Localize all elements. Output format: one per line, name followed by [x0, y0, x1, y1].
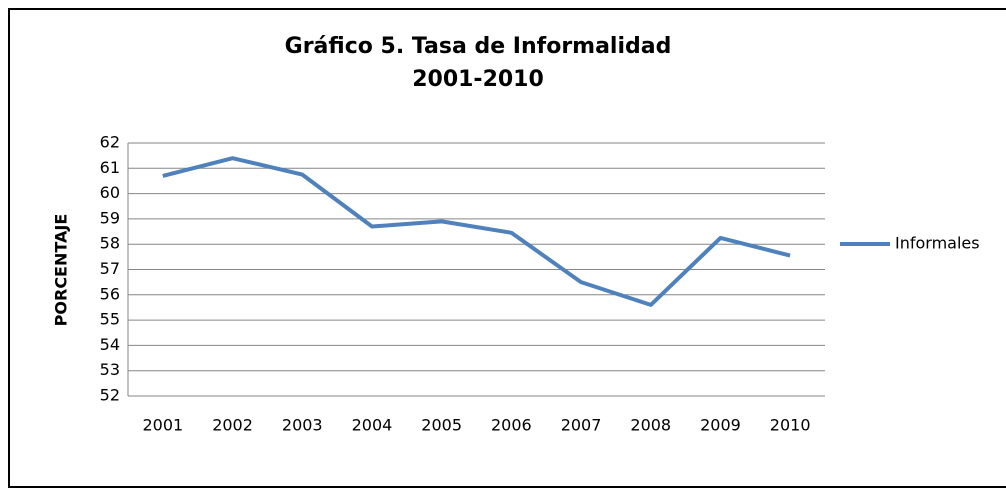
- chart-border: [8, 8, 1006, 488]
- x-tick-label: 2009: [700, 416, 741, 435]
- y-tick-label: 62: [100, 133, 120, 152]
- y-tick-label: 57: [100, 259, 120, 278]
- y-tick-label: 53: [100, 360, 120, 379]
- x-tick-label: 2003: [282, 416, 323, 435]
- x-tick-label: 2006: [491, 416, 532, 435]
- chart-subtitle: 2001-2010: [412, 67, 544, 92]
- chart-title: Gráfico 5. Tasa de Informalidad: [285, 34, 672, 59]
- y-tick-label: 58: [100, 234, 120, 253]
- x-tick-label: 2007: [561, 416, 602, 435]
- x-tick-label: 2010: [770, 416, 811, 435]
- x-tick-label: 2004: [352, 416, 393, 435]
- y-tick-label: 54: [100, 335, 120, 354]
- y-tick-label: 56: [100, 284, 120, 303]
- legend-label: Informales: [895, 234, 980, 253]
- x-tick-label: 2001: [142, 416, 183, 435]
- y-tick-label: 60: [100, 183, 120, 202]
- x-tick-label: 2005: [421, 416, 462, 435]
- data-line: [162, 156, 791, 307]
- y-tick-label: 61: [100, 158, 120, 177]
- x-tick-label: 2002: [212, 416, 253, 435]
- y-tick-label: 52: [100, 386, 120, 405]
- y-tick-label: 55: [100, 310, 120, 329]
- y-tick-label: 59: [100, 208, 120, 227]
- x-tick-label: 2008: [630, 416, 671, 435]
- y-axis-label: PORCENTAJE: [52, 214, 71, 327]
